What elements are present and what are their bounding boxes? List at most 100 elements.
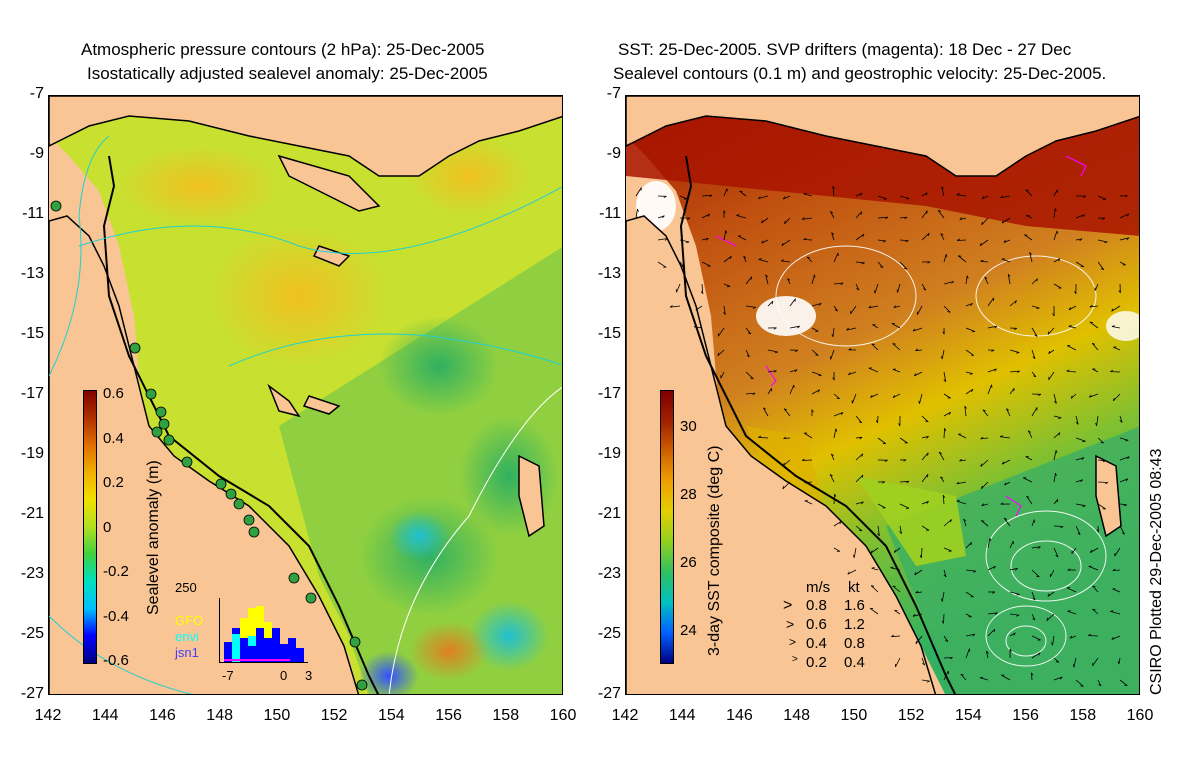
velocity-arrow-head: [801, 217, 805, 220]
velocity-arrow: [745, 349, 750, 358]
velocity-arrow-head: [926, 501, 929, 504]
velocity-arrow: [943, 547, 952, 552]
y-tick-label: -9: [606, 145, 621, 162]
velocity-arrow: [1053, 258, 1061, 263]
sst-colorbar-tick: 28: [680, 486, 697, 503]
velocity-arrow-head: [761, 220, 764, 224]
velocity-arrow: [745, 327, 752, 335]
velocity-arrow: [1113, 393, 1121, 402]
velocity-arrow: [980, 520, 989, 527]
velocity-arrow-head: [915, 348, 919, 352]
x-tick-label: 156: [1012, 707, 1039, 724]
y-tick-label: -9: [29, 145, 44, 162]
velocity-arrow: [1001, 258, 1011, 263]
velocity-arrow: [1053, 283, 1062, 289]
x-tick-label: 152: [320, 707, 348, 724]
velocity-arrow-head: [904, 216, 908, 220]
sla-colorbar-tick: 0.4: [103, 429, 124, 447]
x-tick-label: 144: [668, 707, 696, 724]
velocity-arrow: [919, 393, 923, 404]
velocity-arrow: [1053, 525, 1064, 527]
velocity-arrow: [891, 323, 901, 329]
velocity-arrow: [965, 569, 976, 572]
velocity-arrow-head: [1058, 417, 1062, 419]
velocity-arrow-head: [803, 237, 807, 240]
velocity-arrow-head: [1110, 610, 1114, 612]
velocity-arrow-head: [937, 209, 941, 212]
velocity-arrow: [657, 238, 668, 241]
velocity-arrow: [701, 194, 713, 197]
velocity-arrow-head: [999, 435, 1004, 438]
velocity-arrow-head: [861, 453, 864, 457]
velocity-arrow-head: [1038, 393, 1042, 396]
velocity-arrow-head: [773, 370, 777, 373]
velocity-arrow-head: [956, 238, 961, 241]
velocity-arrow-head: [831, 333, 834, 338]
velocity-legend-arrow-icon: >: [786, 616, 795, 632]
velocity-arrow-head: [1001, 258, 1005, 260]
velocity-arrow-head: [925, 192, 928, 196]
velocity-arrow: [767, 388, 772, 395]
velocity-arrow: [921, 192, 928, 197]
velocity-arrow: [872, 324, 879, 329]
velocity-arrow-head: [941, 598, 943, 602]
velocity-arrow: [1009, 591, 1020, 595]
velocity-arrow: [1046, 613, 1055, 621]
plot-credit: CSIRO Plotted 29-Dec-2005 08:43: [1148, 448, 1165, 695]
histogram-legend-gfo: GFO: [175, 613, 204, 628]
velocity-arrow-head: [830, 210, 834, 214]
velocity-arrow-head: [1056, 499, 1059, 503]
velocity-arrow-head: [1046, 617, 1049, 621]
velocity-arrow: [781, 239, 791, 247]
velocity-arrow: [784, 217, 791, 225]
velocity-arrow: [804, 481, 813, 484]
velocity-arrow: [745, 276, 753, 285]
x-tick-label: 142: [611, 707, 639, 724]
velocity-arrow: [941, 349, 945, 360]
x-tick-label: 154: [954, 707, 982, 724]
y-tick-label: -21: [20, 505, 44, 522]
velocity-arrow-head: [994, 325, 998, 329]
velocity-arrow: [921, 283, 927, 291]
velocity-arrow-head: [782, 485, 785, 490]
velocity-arrow: [832, 327, 835, 337]
velocity-arrow-head: [829, 356, 832, 360]
velocity-arrow-head: [1032, 597, 1036, 601]
velocity-arrow-head: [986, 650, 989, 654]
velocity-arrow: [956, 481, 967, 485]
velocity-arrow: [758, 259, 769, 263]
velocity-arrow: [1025, 189, 1033, 197]
velocity-arrow: [1009, 540, 1014, 549]
velocity-arrow-head: [993, 565, 996, 569]
velocity-arrow-head: [1066, 369, 1070, 372]
velocity-arrow-head: [1006, 408, 1010, 411]
x-tick-label: 146: [149, 707, 176, 724]
velocity-arrow: [1097, 679, 1102, 687]
velocity-arrow-head: [1048, 350, 1051, 354]
velocity-arrow: [745, 371, 754, 379]
velocity-arrow: [1048, 349, 1055, 355]
velocity-arrow: [1071, 547, 1077, 554]
velocity-arrow: [940, 476, 945, 483]
velocity-arrow-head: [1003, 239, 1007, 243]
velocity-arrow-head: [725, 230, 728, 234]
y-tick-label: -15: [20, 325, 44, 342]
velocity-arrow: [965, 591, 974, 598]
velocity-arrow: [1075, 457, 1085, 461]
velocity-arrow: [783, 437, 791, 439]
geostrophic-velocity-arrows: [635, 185, 1130, 687]
velocity-arrow-head: [664, 238, 668, 241]
velocity-arrow-head: [1067, 610, 1071, 612]
x-tick-label: 156: [435, 707, 462, 724]
velocity-arrow-head: [972, 570, 977, 573]
velocity-arrow-head: [840, 412, 844, 415]
velocity-arrow: [1024, 234, 1033, 241]
velocity-arrow-head: [831, 453, 834, 457]
velocity-arrow-head: [1111, 636, 1114, 640]
velocity-arrow-head: [829, 473, 833, 477]
velocity-arrow: [943, 254, 947, 263]
velocity-arrow: [964, 406, 967, 417]
velocity-arrow: [938, 451, 945, 461]
velocity-arrow-head: [736, 214, 740, 216]
velocity-legend-ms: 0.8: [806, 597, 827, 614]
